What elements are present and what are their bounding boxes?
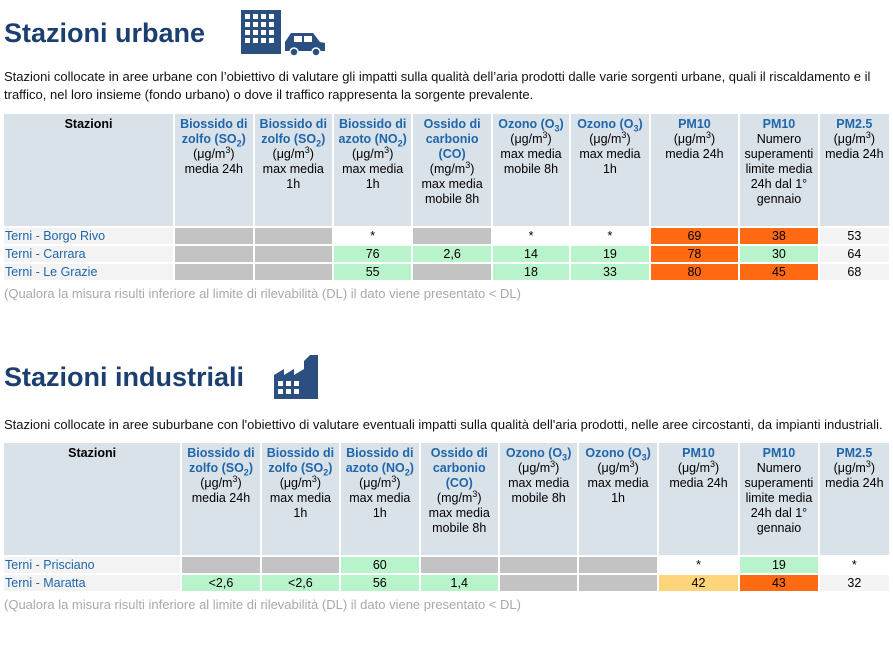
table-row: Terni - Le Grazie 55 18 33 80 45 68 [4, 264, 889, 280]
table-cell [254, 228, 332, 244]
table-cell: <2,6 [182, 575, 260, 591]
factory-icon [274, 355, 320, 399]
industrial-table: Stazioni Biossido di zolfo (SO2) (μg/m3) m… [2, 441, 891, 593]
header-pm25: PM2.5 (μg/m3) media 24h [819, 443, 889, 555]
table-cell [254, 264, 332, 280]
table-cell: * [571, 228, 649, 244]
table-cell: 76 [333, 246, 412, 262]
station-link[interactable]: Terni - Maratta [4, 575, 181, 591]
table-cell [175, 264, 253, 280]
table-cell: 45 [740, 264, 818, 280]
table-cell: 68 [819, 264, 889, 280]
table-cell: * [492, 228, 570, 244]
table-cell: * [333, 228, 412, 244]
table-cell [182, 557, 260, 573]
header-stations: Stazioni [4, 114, 174, 226]
table-cell: 69 [650, 228, 739, 244]
urban-table: Stazioni Biossido di zolfo (SO2) (μg/m3) m… [2, 112, 891, 282]
urban-note: (Qualora la misura risulti inferiore al … [4, 286, 521, 301]
header-o3-1h: Ozono (O3) (μg/m3) max media 1h [579, 443, 657, 555]
industrial-description: Stazioni collocate in aree suburbane con… [4, 417, 883, 432]
station-link[interactable]: Terni - Borgo Rivo [4, 228, 174, 244]
header-pm10-24h: PM10 (μg/m3) media 24h [650, 114, 739, 226]
table-cell [175, 246, 253, 262]
table-cell [579, 557, 657, 573]
table-cell: 32 [819, 575, 889, 591]
table-cell: 38 [740, 228, 818, 244]
urban-description: Stazioni collocate in aree urbane con l’… [4, 69, 871, 102]
header-stations: Stazioni [4, 443, 181, 555]
header-so2-1h: Biossido di zolfo (SO2) (μg/m3) max media … [261, 443, 340, 555]
header-o3-1h: Ozono (O3) (μg/m3) max media 1h [571, 114, 649, 226]
table-row: Terni - Carrara 76 2,6 14 19 78 30 64 [4, 246, 889, 262]
table-cell [499, 575, 578, 591]
table-cell [254, 246, 332, 262]
table-cell: 42 [658, 575, 739, 591]
header-no2: Biossido di azoto (NO2) (μg/m3) max media … [341, 443, 419, 555]
industrial-title: Stazioni industriali [4, 361, 245, 392]
header-co: Ossido di carbonio (CO) (mg/m3) max media … [413, 114, 491, 226]
table-cell: 2,6 [413, 246, 491, 262]
table-cell [499, 557, 578, 573]
urban-title-row: Stazioni urbane [4, 8, 891, 58]
header-pm25: PM2.5 (μg/m3) media 24h [819, 114, 889, 226]
table-cell: 18 [492, 264, 570, 280]
header-co: Ossido di carbonio (CO) (mg/m3) max media … [420, 443, 498, 555]
station-link[interactable]: Terni - Carrara [4, 246, 174, 262]
table-cell: 64 [819, 246, 889, 262]
table-cell: 78 [650, 246, 739, 262]
table-cell: 30 [740, 246, 818, 262]
table-row: Terni - Prisciano 60 * 19 * [4, 557, 889, 573]
table-cell: 14 [492, 246, 570, 262]
table-cell [261, 557, 340, 573]
header-pm10-exceedances: PM10 Numero superamenti limite media 24h … [740, 443, 818, 555]
header-pm10-exceedances: PM10 Numero superamenti limite media 24h … [740, 114, 818, 226]
header-so2-24h: Biossido di zolfo (SO2) (μg/m3) media 24h [175, 114, 253, 226]
table-cell [413, 264, 491, 280]
table-row: Terni - Borgo Rivo * * * 69 38 53 [4, 228, 889, 244]
header-pm10-24h: PM10 (μg/m3) media 24h [658, 443, 739, 555]
table-cell [175, 228, 253, 244]
industrial-note: (Qualora la misura risulti inferiore al … [4, 597, 521, 612]
header-so2-24h: Biossido di zolfo (SO2) (μg/m3) media 24h [182, 443, 260, 555]
table-cell: * [819, 557, 889, 573]
table-cell: 33 [571, 264, 649, 280]
table-cell [420, 557, 498, 573]
station-link[interactable]: Terni - Prisciano [4, 557, 181, 573]
header-o3-8h: Ozono (O3) (μg/m3) max media mobile 8h [492, 114, 570, 226]
table-cell: 80 [650, 264, 739, 280]
header-o3-8h: Ozono (O3) (μg/m3) max media mobile 8h [499, 443, 578, 555]
table-cell: 55 [333, 264, 412, 280]
table-cell: 53 [819, 228, 889, 244]
city-traffic-icon [241, 10, 327, 56]
urban-section: Stazioni urbane Stazioni collocate in ar… [4, 8, 891, 301]
industrial-title-row: Stazioni industriali [4, 352, 891, 402]
header-no2: Biossido di azoto (NO2) (μg/m3) max media … [333, 114, 412, 226]
table-cell: 19 [571, 246, 649, 262]
table-row: Terni - Maratta <2,6 <2,6 56 1,4 42 43 3… [4, 575, 889, 591]
table-cell: <2,6 [261, 575, 340, 591]
table-cell: 19 [740, 557, 818, 573]
table-cell: * [658, 557, 739, 573]
table-cell [413, 228, 491, 244]
table-cell: 1,4 [420, 575, 498, 591]
urban-title: Stazioni urbane [4, 17, 206, 48]
industrial-section: Stazioni industriali Stazioni collocate … [4, 352, 891, 612]
station-link[interactable]: Terni - Le Grazie [4, 264, 174, 280]
header-so2-1h: Biossido di zolfo (SO2) (μg/m3) max media … [254, 114, 332, 226]
table-cell: 56 [341, 575, 419, 591]
table-cell: 43 [740, 575, 818, 591]
table-cell [579, 575, 657, 591]
table-cell: 60 [341, 557, 419, 573]
